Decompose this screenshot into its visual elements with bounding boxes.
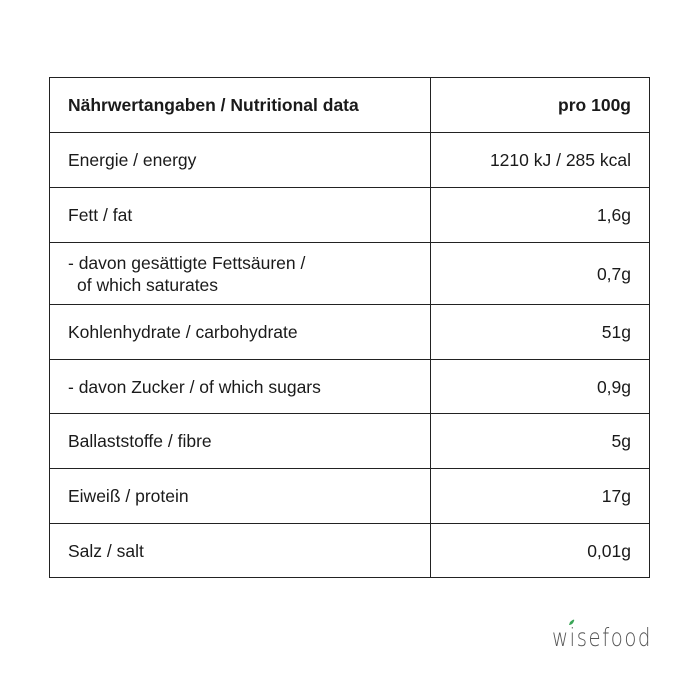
row-value: 51g: [430, 304, 650, 360]
logo-text: wisefood: [552, 623, 652, 652]
nutrition-table: Nährwertangaben / Nutritional data pro 1…: [49, 77, 650, 578]
table-row: Kohlenhydrate / carbohydrate 51g: [49, 304, 650, 360]
row-value: 0,01g: [430, 523, 650, 578]
table-row: Ballaststoffe / fibre 5g: [49, 413, 650, 469]
row-label-line2: of which saturates: [77, 274, 219, 295]
row-value: 17g: [430, 468, 650, 524]
row-label: Ballaststoffe / fibre: [49, 413, 431, 469]
row-label: Fett / fat: [49, 187, 431, 243]
row-label: Salz / salt: [49, 523, 431, 578]
table-row: Fett / fat 1,6g: [49, 187, 650, 243]
header-label: Nährwertangaben / Nutritional data: [49, 77, 431, 133]
wisefood-logo: wisefood: [552, 619, 652, 652]
table-header-row: Nährwertangaben / Nutritional data pro 1…: [49, 77, 650, 133]
table-row: Salz / salt 0,01g: [49, 523, 650, 578]
row-label: - davon Zucker / of which sugars: [49, 359, 431, 414]
row-value: 1210 kJ / 285 kcal: [430, 132, 650, 188]
header-value: pro 100g: [430, 77, 650, 133]
row-label: - davon gesättigte Fettsäuren / of which …: [49, 242, 431, 305]
row-label: Eiweiß / protein: [49, 468, 431, 524]
row-label-line1: - davon gesättigte Fettsäuren /: [68, 252, 306, 273]
table-row: Eiweiß / protein 17g: [49, 468, 650, 524]
leaf-icon: [569, 619, 575, 625]
row-value: 1,6g: [430, 187, 650, 243]
row-value: 0,7g: [430, 242, 650, 305]
row-label: Kohlenhydrate / carbohydrate: [49, 304, 431, 360]
row-label: Energie / energy: [49, 132, 431, 188]
table-row: Energie / energy 1210 kJ / 285 kcal: [49, 132, 650, 188]
table-row: - davon gesättigte Fettsäuren / of which …: [49, 242, 650, 305]
row-value: 5g: [430, 413, 650, 469]
row-value: 0,9g: [430, 359, 650, 414]
table-row: - davon Zucker / of which sugars 0,9g: [49, 359, 650, 414]
